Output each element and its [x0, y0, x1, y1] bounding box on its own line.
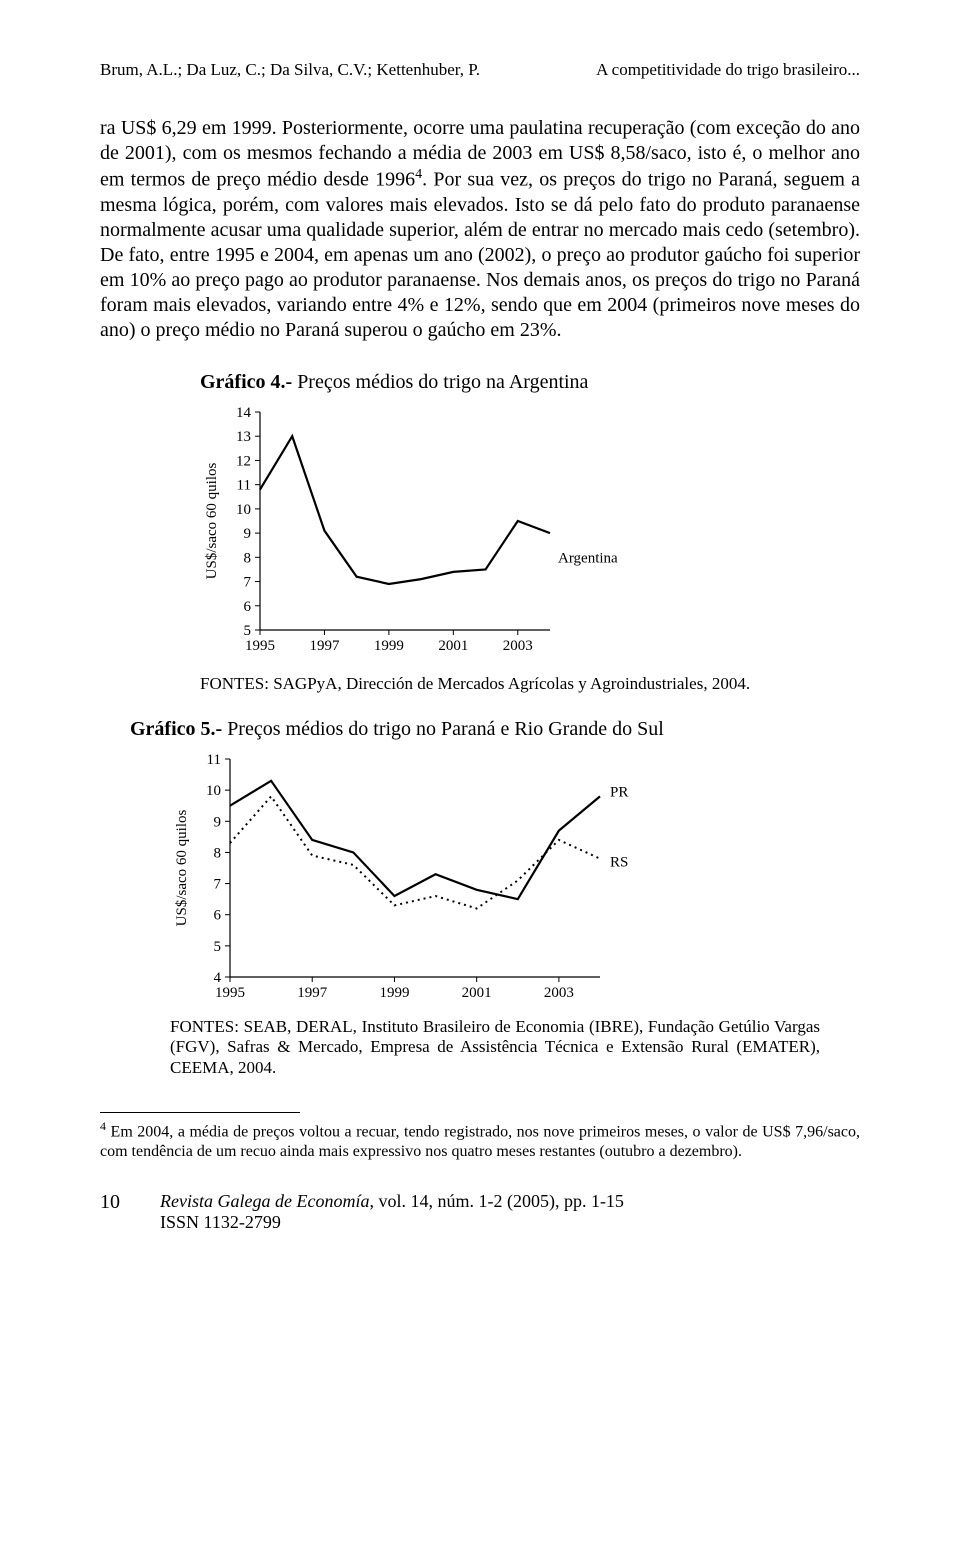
page-number: 10	[100, 1191, 140, 1214]
chart-4-title-bold: Gráfico 4.-	[200, 371, 292, 393]
chart-5-title-bold: Gráfico 5.-	[130, 718, 222, 740]
svg-text:7: 7	[214, 877, 222, 893]
svg-text:5: 5	[244, 623, 252, 639]
svg-text:1995: 1995	[245, 638, 275, 654]
svg-text:9: 9	[244, 526, 252, 542]
svg-text:2003: 2003	[503, 638, 533, 654]
svg-text:2001: 2001	[462, 985, 492, 1001]
svg-text:10: 10	[206, 783, 221, 799]
svg-text:US$/saco 60 quilos: US$/saco 60 quilos	[204, 462, 220, 579]
footer-issn: ISSN 1132-2799	[160, 1212, 624, 1233]
svg-text:6: 6	[244, 598, 252, 614]
svg-text:9: 9	[214, 814, 222, 830]
paragraph-part2: . Por sua vez, os preços do trigo no Par…	[100, 169, 860, 341]
svg-text:14: 14	[236, 405, 252, 421]
footer-volume: , vol. 14, núm. 1-2 (2005), pp. 1-15	[369, 1191, 623, 1211]
svg-text:13: 13	[236, 429, 251, 445]
chart-5-title: Gráfico 5.- Preços médios do trigo no Pa…	[130, 718, 860, 741]
svg-text:1999: 1999	[379, 985, 409, 1001]
svg-text:1995: 1995	[215, 985, 245, 1001]
svg-text:5: 5	[214, 939, 222, 955]
svg-text:Argentina: Argentina	[558, 550, 618, 566]
running-header: Brum, A.L.; Da Luz, C.; Da Silva, C.V.; …	[100, 60, 860, 80]
page-footer: 10 Revista Galega de Economía, vol. 14, …	[100, 1191, 860, 1233]
svg-text:1997: 1997	[297, 985, 328, 1001]
svg-text:7: 7	[244, 574, 252, 590]
footer-reference: Revista Galega de Economía, vol. 14, núm…	[160, 1191, 624, 1233]
svg-text:8: 8	[214, 845, 222, 861]
svg-text:12: 12	[236, 453, 251, 469]
svg-text:11: 11	[237, 477, 251, 493]
svg-text:4: 4	[214, 970, 222, 986]
chart-4-title: Gráfico 4.- Preços médios do trigo na Ar…	[200, 371, 820, 394]
svg-text:1999: 1999	[374, 638, 404, 654]
chart-5-block: 4 5 6 7 8 9 10 11 1995 1997 1999 2001 2003 US$/saco 6…	[170, 747, 860, 1007]
footnote-4: 4 Em 2004, a média de preços voltou a re…	[100, 1119, 860, 1161]
svg-text:11: 11	[207, 752, 221, 768]
svg-text:6: 6	[214, 908, 222, 924]
svg-text:US$/saco 60 quilos: US$/saco 60 quilos	[174, 810, 190, 927]
svg-text:10: 10	[236, 502, 251, 518]
footnote-divider	[100, 1112, 300, 1113]
svg-text:PR: PR	[610, 784, 628, 800]
svg-text:8: 8	[244, 550, 252, 566]
body-paragraph: ra US$ 6,29 em 1999. Posteriormente, oco…	[100, 116, 860, 343]
footnote-text: Em 2004, a média de preços voltou a recu…	[100, 1124, 860, 1160]
svg-text:RS: RS	[610, 855, 628, 871]
header-authors: Brum, A.L.; Da Luz, C.; Da Silva, C.V.; …	[100, 60, 480, 80]
svg-text:2001: 2001	[438, 638, 468, 654]
chart-4-source: FONTES: SAGPyA, Dirección de Mercados Ag…	[200, 674, 820, 694]
chart-4-block: Gráfico 4.- Preços médios do trigo na Ar…	[200, 371, 820, 660]
footer-journal: Revista Galega de Economía	[160, 1191, 369, 1211]
svg-text:1997: 1997	[309, 638, 340, 654]
svg-text:2003: 2003	[544, 985, 574, 1001]
chart-5-source: FONTES: SEAB, DERAL, Instituto Brasileir…	[170, 1017, 820, 1078]
chart-5-title-rest: Preços médios do trigo no Paraná e Rio G…	[222, 718, 664, 740]
chart-5-svg: 4 5 6 7 8 9 10 11 1995 1997 1999 2001 2003 US$/saco 6…	[170, 747, 660, 1007]
header-title: A competitividade do trigo brasileiro...	[596, 60, 860, 80]
chart-4-title-rest: Preços médios do trigo na Argentina	[292, 371, 588, 393]
chart-4-svg: 5 6 7 8 9 10 11 12 13 14 1995 1997 1999 2001 2003 US$/s…	[200, 400, 630, 660]
